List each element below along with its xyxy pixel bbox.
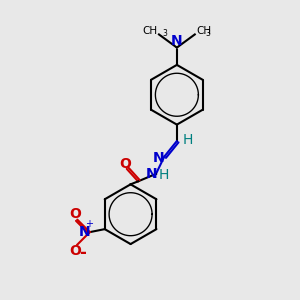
- Text: -: -: [79, 244, 86, 262]
- Text: H: H: [158, 168, 169, 182]
- Text: O: O: [119, 157, 131, 171]
- Text: 3: 3: [163, 29, 167, 38]
- Text: O: O: [69, 244, 81, 258]
- Text: N: N: [79, 225, 90, 239]
- Text: CH: CH: [142, 26, 158, 36]
- Text: N: N: [153, 151, 165, 165]
- Text: O: O: [69, 207, 81, 221]
- Text: CH: CH: [196, 26, 212, 36]
- Text: +: +: [85, 219, 93, 230]
- Text: N: N: [146, 167, 157, 182]
- Text: H: H: [182, 133, 193, 146]
- Text: N: N: [171, 34, 183, 48]
- Text: 3: 3: [205, 29, 210, 38]
